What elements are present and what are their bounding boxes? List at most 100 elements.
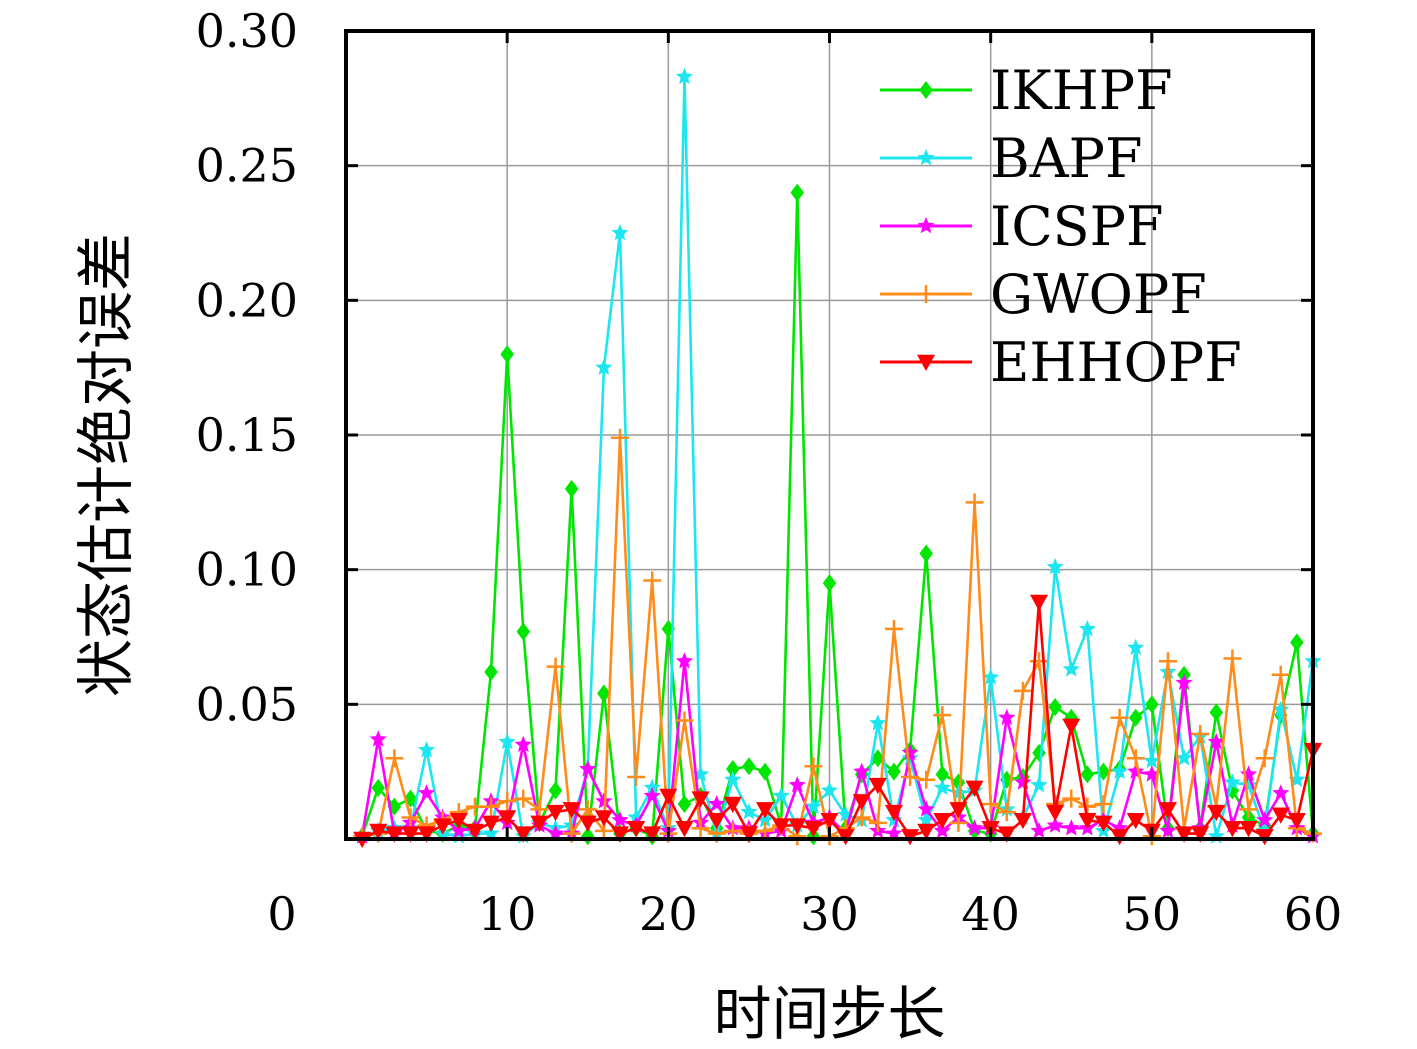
y-axis-title: 状态估计绝对误差 bbox=[72, 233, 140, 697]
data-point-icspf bbox=[547, 824, 565, 841]
data-point-ikhpf bbox=[871, 749, 885, 768]
data-point-bapf bbox=[869, 714, 887, 731]
data-point-gwopf bbox=[578, 800, 597, 819]
data-point-icspf bbox=[966, 819, 984, 836]
data-point-icspf bbox=[643, 786, 661, 804]
series-bapf bbox=[353, 67, 1322, 844]
data-point-ehhopf bbox=[530, 815, 549, 832]
data-point-bapf bbox=[933, 778, 951, 796]
data-point-ehhopf bbox=[933, 812, 952, 830]
data-point-ehhopf bbox=[997, 826, 1016, 843]
data-point-bapf bbox=[1046, 558, 1064, 575]
data-point-icspf bbox=[1046, 816, 1064, 833]
data-point-bapf bbox=[837, 805, 855, 822]
data-point-gwopf bbox=[868, 813, 887, 832]
data-point-icspf bbox=[1111, 819, 1129, 836]
data-point-ehhopf bbox=[1062, 718, 1081, 735]
axis-ticks bbox=[346, 29, 1315, 839]
data-point-gwopf bbox=[643, 571, 662, 590]
data-point-icspf bbox=[708, 795, 726, 812]
data-point-bapf bbox=[1143, 751, 1161, 769]
legend-label: IKHPF bbox=[990, 59, 1173, 122]
data-point-gwopf bbox=[723, 821, 742, 840]
data-point-gwopf bbox=[546, 657, 565, 676]
data-point-icspf bbox=[579, 760, 597, 777]
data-point-ikhpf bbox=[564, 479, 579, 498]
legend-item-ikhpf: IKHPF bbox=[880, 59, 1173, 122]
y-tick-label: 0.05 bbox=[196, 677, 298, 731]
data-point-ehhopf bbox=[868, 777, 887, 795]
data-point-bapf bbox=[917, 811, 935, 828]
x-tick-label: 0 bbox=[267, 887, 296, 941]
data-point-icspf bbox=[885, 824, 903, 841]
data-point-ehhopf bbox=[1191, 826, 1210, 843]
grid-lines bbox=[346, 31, 1313, 839]
data-point-ikhpf bbox=[935, 765, 950, 784]
data-point-ehhopf bbox=[498, 810, 517, 827]
series-line-icspf bbox=[360, 659, 1314, 838]
data-point-ehhopf bbox=[739, 826, 758, 843]
series-ehhopf bbox=[353, 594, 1322, 848]
data-point-bapf bbox=[1111, 762, 1129, 779]
x-tick-label: 30 bbox=[800, 887, 859, 941]
legend-swatch-marker bbox=[917, 149, 935, 166]
data-point-bapf bbox=[982, 668, 1000, 685]
data-point-ehhopf bbox=[1271, 807, 1290, 824]
data-point-ikhpf bbox=[548, 781, 563, 800]
data-point-icspf bbox=[998, 708, 1016, 726]
data-point-ehhopf bbox=[610, 826, 629, 843]
series-layer bbox=[353, 67, 1322, 848]
data-point-ikhpf bbox=[726, 759, 740, 778]
data-point-gwopf bbox=[1110, 708, 1129, 727]
data-point-ehhopf bbox=[788, 818, 807, 835]
data-point-gwopf bbox=[1126, 749, 1145, 768]
data-point-gwopf bbox=[498, 792, 517, 811]
data-point-gwopf bbox=[675, 711, 694, 730]
data-point-gwopf bbox=[691, 819, 710, 838]
data-point-gwopf bbox=[1158, 652, 1177, 671]
data-point-ehhopf bbox=[852, 794, 871, 811]
data-point-ikhpf bbox=[516, 622, 531, 641]
data-point-bapf bbox=[1062, 660, 1080, 677]
data-point-ehhopf bbox=[1287, 812, 1306, 830]
data-point-ehhopf bbox=[562, 802, 581, 819]
data-point-ehhopf bbox=[514, 826, 533, 843]
data-point-ehhopf bbox=[546, 804, 565, 822]
data-point-gwopf bbox=[610, 428, 629, 447]
legend-item-ehhopf: EHHOPF bbox=[880, 331, 1242, 394]
data-point-gwopf bbox=[804, 757, 823, 776]
data-point-ikhpf bbox=[500, 345, 514, 364]
data-point-ikhpf bbox=[1290, 633, 1304, 652]
data-point-ehhopf bbox=[659, 788, 678, 805]
data-point-icspf bbox=[1272, 784, 1290, 801]
data-point-bapf bbox=[1127, 638, 1145, 656]
y-tick-label: 0.15 bbox=[196, 408, 298, 462]
legend-label: BAPF bbox=[990, 127, 1142, 190]
data-point-gwopf bbox=[1271, 665, 1290, 684]
x-tick-label: 40 bbox=[961, 887, 1020, 941]
data-point-bapf bbox=[772, 786, 790, 804]
legend-swatch-marker bbox=[917, 354, 935, 371]
legend-label: ICSPF bbox=[990, 195, 1163, 258]
data-point-icspf bbox=[1175, 673, 1193, 691]
legend-swatch-marker bbox=[919, 81, 933, 99]
data-point-gwopf bbox=[852, 808, 871, 827]
data-point-bapf bbox=[595, 358, 613, 375]
data-point-ikhpf bbox=[677, 794, 692, 813]
data-point-ehhopf bbox=[1175, 826, 1194, 843]
data-point-ehhopf bbox=[401, 826, 420, 843]
data-point-gwopf bbox=[482, 797, 501, 816]
data-point-gwopf bbox=[901, 768, 920, 787]
data-point-ikhpf bbox=[1080, 765, 1095, 784]
data-point-icspf bbox=[853, 762, 871, 779]
data-point-gwopf bbox=[756, 821, 775, 840]
data-point-bapf bbox=[1078, 619, 1096, 637]
data-point-ehhopf bbox=[417, 826, 436, 843]
legend-swatch-marker bbox=[917, 285, 935, 303]
data-point-bapf bbox=[820, 781, 839, 798]
legend-item-icspf: ICSPF bbox=[880, 195, 1163, 258]
data-point-bapf bbox=[643, 778, 661, 796]
data-point-ikhpf bbox=[887, 762, 901, 781]
data-point-icspf bbox=[1207, 733, 1225, 750]
